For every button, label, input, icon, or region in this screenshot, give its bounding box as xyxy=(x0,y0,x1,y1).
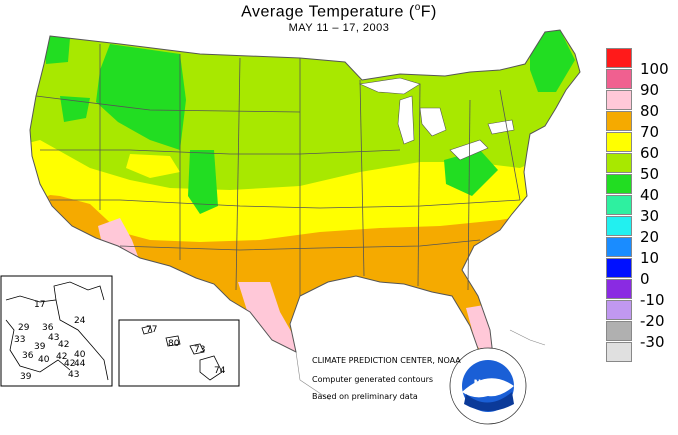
legend-swatch xyxy=(606,132,632,152)
alaska-value: 42 xyxy=(56,352,67,362)
legend-swatch xyxy=(606,174,632,194)
alaska-value: 29 xyxy=(18,323,30,333)
legend-label: 60 xyxy=(640,144,660,162)
legend-swatch xyxy=(606,111,632,131)
state-borders xyxy=(35,44,521,296)
alaska-value: 36 xyxy=(42,323,54,333)
alaska-value: 39 xyxy=(20,372,32,382)
map-subtitle: MAY 11 – 17, 2003 xyxy=(288,22,390,34)
legend-swatch xyxy=(606,90,632,110)
legend-label: 30 xyxy=(640,207,660,225)
legend-label: 20 xyxy=(640,228,660,246)
legend-label: -20 xyxy=(640,312,665,330)
legend-label: 100 xyxy=(640,60,669,78)
legend-label: 40 xyxy=(640,186,660,204)
credit-line-1: CLIMATE PREDICTION CENTER, NOAA xyxy=(312,356,461,365)
alaska-value: 42 xyxy=(58,340,69,350)
alaska-value: 42 xyxy=(64,359,75,369)
legend-swatch xyxy=(606,69,632,89)
legend-swatch xyxy=(606,195,632,215)
legend-swatch xyxy=(606,237,632,257)
legend-label: 50 xyxy=(640,165,660,183)
alaska-value: 44 xyxy=(74,359,86,369)
legend-swatch xyxy=(606,48,632,68)
map-title: Average Temperature (oF) xyxy=(241,2,437,21)
hawaii-inset: 77 80 73 74 xyxy=(118,319,240,387)
great-lakes xyxy=(358,77,515,161)
alaska-value: 40 xyxy=(38,355,50,365)
credit-line-2: Computer generated contours xyxy=(312,375,434,384)
legend-swatch xyxy=(606,258,632,278)
alaska-value: 39 xyxy=(34,342,46,352)
legend-label: 80 xyxy=(640,102,660,120)
hawaii-value: 74 xyxy=(214,366,226,376)
legend-swatch xyxy=(606,153,632,173)
legend-label: 10 xyxy=(640,249,660,267)
legend-label: -10 xyxy=(640,291,665,309)
hawaii-value: 77 xyxy=(146,325,157,335)
legend-swatch xyxy=(606,216,632,236)
noaa-logo-icon: NOAA xyxy=(449,347,527,425)
alaska-value: 36 xyxy=(22,351,34,361)
alaska-value: 17 xyxy=(34,300,45,310)
legend-label: -30 xyxy=(640,333,665,351)
legend-swatch xyxy=(606,342,632,362)
alaska-value: 33 xyxy=(14,335,25,345)
legend-label: 0 xyxy=(640,270,650,288)
legend-swatch xyxy=(606,321,632,341)
legend-label: 70 xyxy=(640,123,660,141)
alaska-value: 40 xyxy=(74,350,86,360)
legend-swatch xyxy=(606,300,632,320)
hawaii-value: 80 xyxy=(168,339,180,349)
credit-line-3: Based on preliminary data xyxy=(312,392,418,401)
alaska-value: 43 xyxy=(68,370,79,380)
legend-label: 90 xyxy=(640,81,660,99)
noaa-logo-text: NOAA xyxy=(474,379,503,389)
alaska-value: 24 xyxy=(74,316,86,326)
hawaii-value: 73 xyxy=(194,345,205,355)
legend-swatch xyxy=(606,279,632,299)
alaska-value: 43 xyxy=(48,333,59,343)
